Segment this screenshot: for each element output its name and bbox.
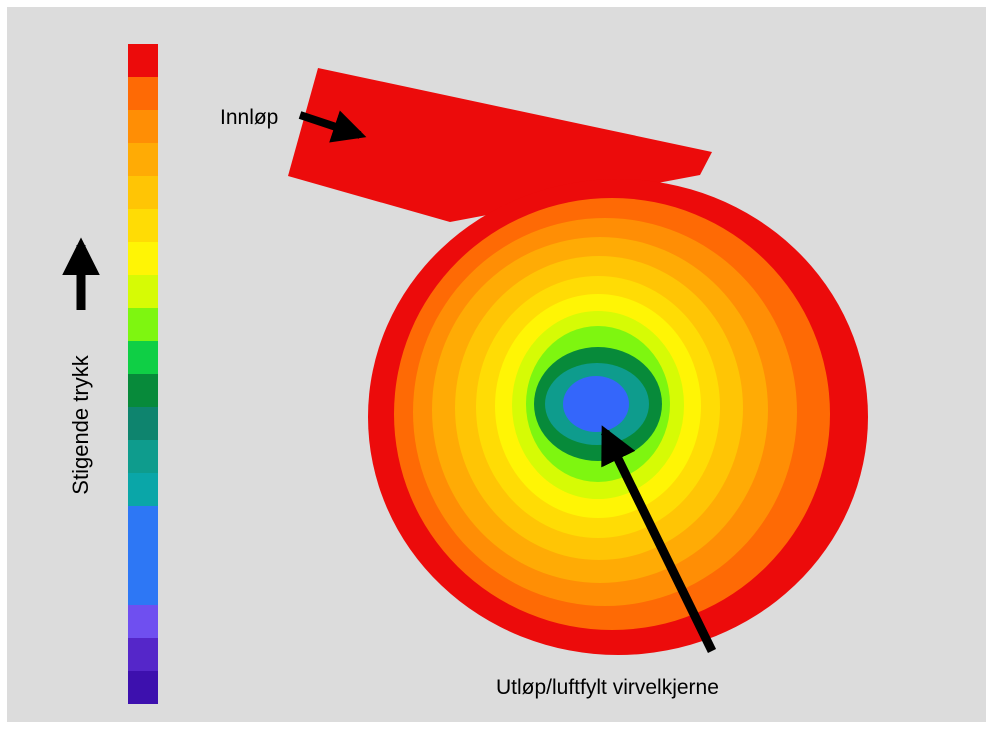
pressure-contours xyxy=(368,179,868,655)
inlet-label: Innløp xyxy=(220,106,278,129)
scale-swatch xyxy=(128,407,158,440)
scale-swatch xyxy=(128,77,158,110)
scale-swatch xyxy=(128,143,158,176)
scale-label: Stigende trykk xyxy=(68,355,93,495)
pressure-color-scale xyxy=(128,44,158,704)
outlet-arrow xyxy=(600,425,717,653)
scale-swatch xyxy=(128,374,158,407)
scale-swatch xyxy=(128,671,158,704)
scale-swatch xyxy=(128,110,158,143)
scale-swatch xyxy=(128,341,158,374)
scale-swatch xyxy=(128,44,158,77)
scale-swatch xyxy=(128,638,158,671)
scale-swatch xyxy=(128,275,158,308)
scale-swatch xyxy=(128,242,158,275)
outlet-label: Utløp/luftfylt virvelkjerne xyxy=(496,676,719,699)
contour-ring xyxy=(563,376,629,432)
scale-swatch xyxy=(128,308,158,341)
scale-swatch xyxy=(128,605,158,638)
scale-swatch xyxy=(128,440,158,473)
scale-swatch xyxy=(128,209,158,242)
scale-swatch xyxy=(128,176,158,209)
inlet-arrow xyxy=(298,110,367,143)
scale-swatch xyxy=(128,473,158,506)
scale-swatch xyxy=(128,506,158,605)
